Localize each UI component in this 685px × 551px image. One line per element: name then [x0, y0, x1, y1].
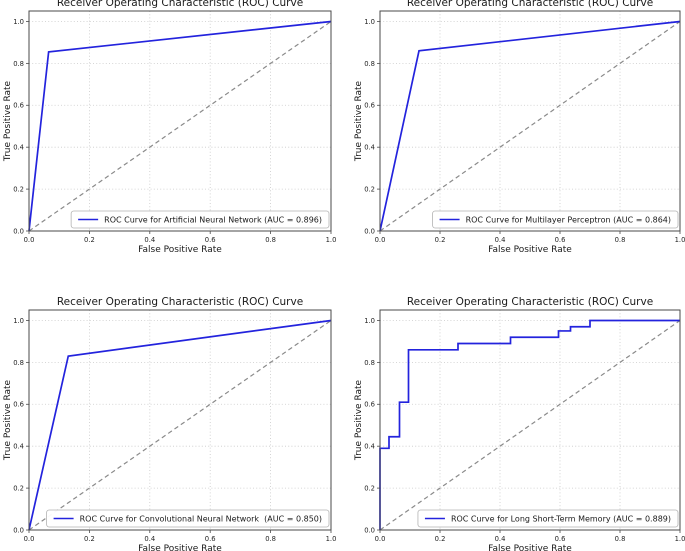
x-tick-label: 0.2 — [435, 535, 446, 543]
x-axis-label: False Positive Rate — [138, 245, 222, 255]
subplot-multilayer-perceptron: 0.0 0.2 0.4 0.6 0.8 1.0 0.0 0.2 0.4 0.6 0.8 1.0 Rece… — [354, 0, 685, 255]
y-tick-label: 0.2 — [13, 484, 24, 492]
plot-title: Receiver Operating Characteristic (ROC) … — [407, 296, 653, 308]
gridlines — [28, 11, 332, 232]
gridlines — [379, 310, 681, 531]
y-tick-label: 1.0 — [13, 317, 24, 325]
x-axis-label: False Positive Rate — [138, 544, 222, 551]
x-tick-label: 0.0 — [24, 236, 35, 244]
y-tick-label: 0.0 — [13, 227, 24, 235]
legend-label: ROC Curve for Artificial Neural Network … — [104, 215, 322, 224]
y-tick-label: 0.4 — [364, 443, 375, 451]
axis-ticks: 0.0 0.2 0.4 0.6 0.8 1.0 0.0 0.2 0.4 0.6 0.8 1.0 — [364, 18, 685, 244]
x-axis-label: False Positive Rate — [488, 245, 572, 255]
chance-diagonal-line — [379, 319, 681, 531]
x-tick-label: 0.0 — [375, 535, 386, 543]
y-tick-label: 0.2 — [13, 185, 24, 193]
axes-frame — [28, 10, 332, 232]
y-axis-label: True Positive Rate — [354, 80, 364, 162]
legend: ROC Curve for Multilayer Perceptron (AUC… — [432, 210, 679, 229]
x-tick-label: 0.4 — [495, 535, 506, 543]
axes-frame — [379, 10, 681, 232]
y-tick-label: 0.6 — [364, 102, 375, 110]
legend: ROC Curve for Convolutional Neural Netwo… — [46, 509, 330, 528]
y-tick-label: 0.8 — [13, 60, 24, 68]
y-tick-label: 0.8 — [364, 60, 375, 68]
roc-curve-line — [28, 20, 332, 232]
y-axis-label: True Positive Rate — [3, 379, 13, 461]
y-tick-label: 0.6 — [364, 401, 375, 409]
roc-curve-line — [28, 319, 332, 531]
x-tick-label: 0.8 — [265, 236, 276, 244]
x-tick-label: 1.0 — [675, 535, 685, 543]
gridlines — [379, 11, 681, 232]
legend: ROC Curve for Artificial Neural Network … — [70, 210, 330, 229]
y-tick-label: 1.0 — [13, 18, 24, 26]
legend-box — [46, 509, 330, 528]
legend-label: ROC Curve for Long Short-Term Memory (AU… — [451, 514, 671, 523]
plot-title: Receiver Operating Characteristic (ROC) … — [407, 0, 653, 9]
legend-box — [417, 509, 679, 528]
y-tick-label: 0.0 — [364, 227, 375, 235]
x-tick-label: 0.2 — [84, 535, 95, 543]
axis-ticks: 0.0 0.2 0.4 0.6 0.8 1.0 0.0 0.2 0.4 0.6 0.8 1.0 — [13, 317, 336, 543]
y-axis-label: True Positive Rate — [3, 80, 13, 162]
y-axis-label: True Positive Rate — [354, 379, 364, 461]
y-tick-label: 0.6 — [13, 102, 24, 110]
y-tick-label: 0.0 — [13, 526, 24, 534]
plot-title: Receiver Operating Characteristic (ROC) … — [57, 296, 303, 308]
subplot-artificial-neural-network: 0.0 0.2 0.4 0.6 0.8 1.0 0.0 0.2 0.4 0.6 0.8 1.0 Rece… — [3, 0, 336, 255]
roc-curve-line — [379, 20, 681, 232]
y-tick-label: 1.0 — [364, 18, 375, 26]
axis-ticks: 0.0 0.2 0.4 0.6 0.8 1.0 0.0 0.2 0.4 0.6 0.8 1.0 — [364, 317, 685, 543]
x-tick-label: 0.6 — [555, 236, 566, 244]
x-tick-label: 0.4 — [144, 535, 155, 543]
y-tick-label: 0.6 — [13, 401, 24, 409]
x-tick-label: 1.0 — [326, 535, 337, 543]
x-tick-label: 0.2 — [435, 236, 446, 244]
x-tick-label: 0.6 — [205, 535, 216, 543]
legend-label: ROC Curve for Convolutional Neural Netwo… — [80, 514, 322, 523]
y-tick-label: 0.2 — [364, 484, 375, 492]
axes-frame — [379, 309, 681, 531]
legend-box — [432, 210, 679, 229]
x-tick-label: 0.2 — [84, 236, 95, 244]
y-tick-label: 0.8 — [364, 359, 375, 367]
x-tick-label: 0.6 — [205, 236, 216, 244]
subplot-long-short-term-memory: 0.0 0.2 0.4 0.6 0.8 1.0 0.0 0.2 0.4 0.6 0.8 1.0 Rece… — [354, 296, 685, 551]
chance-diagonal-line — [28, 319, 332, 531]
x-axis-label: False Positive Rate — [488, 544, 572, 551]
x-tick-label: 0.4 — [495, 236, 506, 244]
y-tick-label: 0.4 — [13, 144, 24, 152]
y-tick-label: 0.4 — [13, 443, 24, 451]
x-tick-label: 1.0 — [326, 236, 337, 244]
chance-diagonal-line — [28, 20, 332, 232]
legend: ROC Curve for Long Short-Term Memory (AU… — [417, 509, 679, 528]
y-tick-label: 0.4 — [364, 144, 375, 152]
y-tick-label: 1.0 — [364, 317, 375, 325]
axes-frame — [28, 309, 332, 531]
y-tick-label: 0.8 — [13, 359, 24, 367]
chance-diagonal-line — [379, 20, 681, 232]
subplot-convolutional-neural-network: 0.0 0.2 0.4 0.6 0.8 1.0 0.0 0.2 0.4 0.6 0.8 1.0 Rece… — [3, 296, 336, 551]
x-tick-label: 1.0 — [675, 236, 685, 244]
y-tick-label: 0.2 — [364, 185, 375, 193]
y-tick-label: 0.0 — [364, 526, 375, 534]
x-tick-label: 0.0 — [24, 535, 35, 543]
x-tick-label: 0.8 — [615, 535, 626, 543]
gridlines — [28, 310, 332, 531]
legend-box — [70, 210, 330, 229]
x-tick-label: 0.8 — [615, 236, 626, 244]
legend-label: ROC Curve for Multilayer Perceptron (AUC… — [466, 215, 671, 224]
x-tick-label: 0.4 — [144, 236, 155, 244]
x-tick-label: 0.6 — [555, 535, 566, 543]
x-tick-label: 0.0 — [375, 236, 386, 244]
roc-curve-line — [379, 319, 680, 530]
axis-ticks: 0.0 0.2 0.4 0.6 0.8 1.0 0.0 0.2 0.4 0.6 0.8 1.0 — [13, 18, 336, 244]
x-tick-label: 0.8 — [265, 535, 276, 543]
plot-title: Receiver Operating Characteristic (ROC) … — [57, 0, 303, 9]
